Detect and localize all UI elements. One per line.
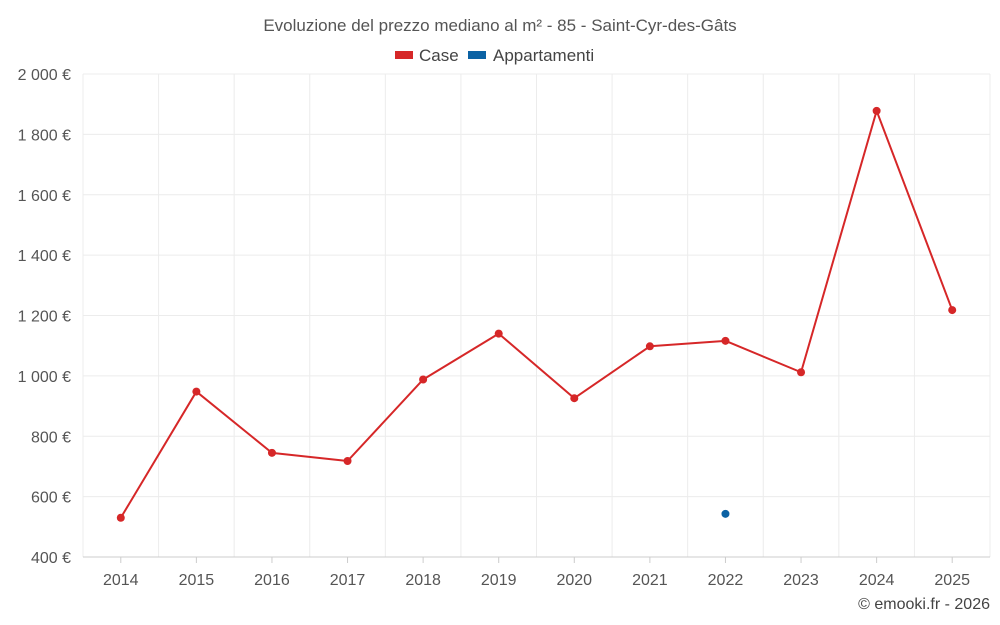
legend-label-case: Case (419, 46, 459, 65)
data-point-case-2018[interactable] (419, 375, 428, 384)
y-tick-label: 800 € (31, 429, 71, 446)
legend-swatch-case (395, 51, 413, 59)
legend: Case Appartamenti (395, 46, 594, 65)
x-tick-label: 2019 (481, 572, 517, 589)
data-point-case-2020[interactable] (570, 394, 579, 403)
x-tick-label: 2023 (783, 572, 819, 589)
data-point-case-2014[interactable] (116, 513, 125, 522)
x-tick-label: 2021 (632, 572, 668, 589)
legend-label-appartamenti: Appartamenti (493, 46, 594, 65)
data-point-case-2017[interactable] (343, 457, 352, 466)
y-tick-label: 1 000 € (18, 369, 71, 386)
legend-swatch-appartamenti (468, 51, 486, 59)
y-tick-label: 400 € (31, 550, 71, 567)
x-tick-label: 2017 (330, 572, 366, 589)
x-tick-label: 2016 (254, 572, 290, 589)
data-point-case-2023[interactable] (797, 368, 806, 377)
data-point-case-2016[interactable] (267, 448, 276, 457)
data-point-appartamenti-2022[interactable] (721, 509, 730, 518)
data-point-case-2022[interactable] (721, 336, 730, 345)
y-tick-label: 2 000 € (18, 67, 71, 84)
data-point-case-2019[interactable] (494, 329, 503, 338)
x-tick-label: 2022 (708, 572, 744, 589)
data-point-case-2015[interactable] (192, 387, 201, 396)
data-point-case-2021[interactable] (645, 342, 654, 351)
series-line-case (119, 109, 954, 519)
x-tick-label: 2015 (179, 572, 215, 589)
data-point-case-2025[interactable] (948, 306, 957, 315)
x-tick-label: 2014 (103, 572, 139, 589)
credit-text: © emooki.fr - 2026 (858, 596, 990, 613)
y-axis-labels: 400 € 600 € 800 € 1 000 € 1 200 € 1 400 € 1 60… (18, 67, 71, 567)
x-tick-label: 2025 (934, 572, 970, 589)
legend-item-case[interactable]: Case (395, 46, 459, 65)
series-group (116, 106, 957, 522)
y-tick-label: 1 800 € (18, 127, 71, 144)
data-point-case-2024[interactable] (872, 106, 881, 115)
x-gridlines (82, 74, 991, 557)
legend-item-appartamenti[interactable]: Appartamenti (468, 46, 594, 65)
y-tick-label: 1 600 € (18, 188, 71, 205)
x-tick-label: 2024 (859, 572, 895, 589)
y-tick-label: 600 € (31, 490, 71, 507)
chart-title: Evoluzione del prezzo mediano al m² - 85… (263, 16, 736, 35)
x-axis-labels: 2014 2015 2016 2017 2018 2019 2020 2021 2022 2023… (103, 557, 970, 589)
x-tick-label: 2018 (405, 572, 441, 589)
y-tick-label: 1 200 € (18, 309, 71, 326)
y-tick-label: 1 400 € (18, 248, 71, 265)
x-tick-label: 2020 (556, 572, 592, 589)
